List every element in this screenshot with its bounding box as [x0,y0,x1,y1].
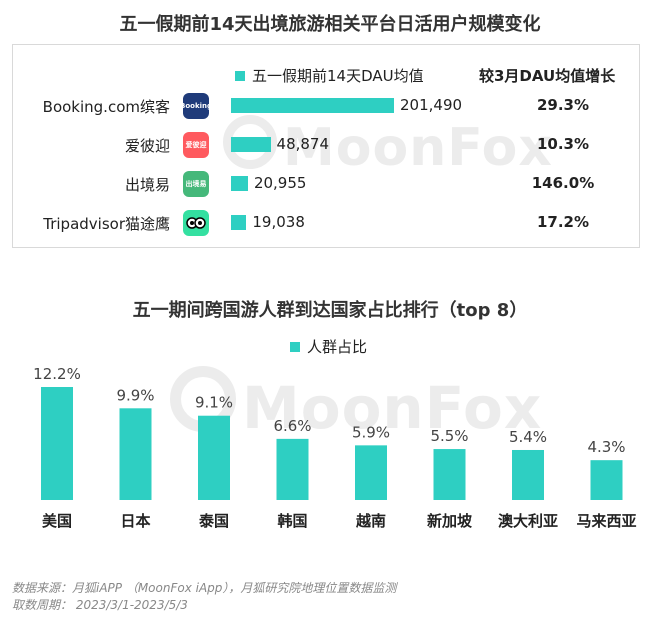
dau-value-label: 201,490 [400,96,463,114]
watermark-2: MoonFox [170,366,542,442]
legend-swatch [235,70,245,81]
dau-bar [231,98,394,113]
country-value-label: 4.3% [587,438,625,456]
country-tick-label: 新加坡 [427,512,472,530]
booking-app-icon: Booking [183,93,209,119]
country-bar [512,449,544,500]
tripadvisor-app-icon [183,210,209,236]
country-tick-label: 澳大利亚 [498,512,558,530]
country-value-label: 5.9% [352,423,390,441]
country-value-label: 5.4% [509,428,547,446]
country-bar [276,438,309,500]
growth-value: 17.2% [536,213,590,231]
platform-name: Booking.com缤客 [42,98,170,116]
country-bar [433,449,466,500]
platform-name: 出境易 [124,176,170,194]
country-value-label: 12.2% [33,365,81,383]
country-tick-label: 越南 [355,512,386,530]
dau-bar [231,137,271,152]
platform-name: 爱彼迎 [124,137,170,155]
period-line: 取数周期： 2023/3/1-2023/5/3 [12,598,188,612]
chart-title-top: 五一假期前14天出境旅游相关平台日活用户规模变化 [119,14,541,35]
growth-value: 146.0% [531,174,595,192]
airbnb-app-icon: 爱彼迎 [183,132,209,158]
source-line: 数据来源：月狐iAPP （MoonFox iApp），月狐研究院地理位置数据监测 [12,581,397,595]
chart-title-bottom: 五一期间跨国游人群到达国家占比排行（top 8） [132,300,528,321]
dau-value-label: 48,874 [276,135,330,153]
country-tick-label: 日本 [120,512,150,530]
dau-bar [231,176,248,191]
country-bar [590,460,623,500]
country-bar [355,445,387,500]
growth-value: 10.3% [536,135,590,153]
watermark-text-2: MoonFox [242,374,543,442]
dau-value-label: 20,955 [253,174,307,192]
watermark-text: MoonFox [283,118,553,178]
app-icon-label: Booking [183,102,209,110]
legend-label-share: 人群占比 [307,338,368,356]
moonfox-logo-icon [223,115,277,169]
country-value-label: 9.9% [116,386,154,404]
country-tick-label: 韩国 [277,512,307,530]
legend-swatch-2 [290,341,300,352]
dau-panel: MoonFox 五一假期前14天DAU均值 较3月DAU均值增长 Booking… [12,44,640,248]
country-value-label: 9.1% [195,394,233,412]
app-icon-label: 爱彼迎 [185,141,207,149]
dau-value-label: 19,038 [252,213,305,231]
growth-value: 29.3% [536,96,590,114]
watermark: MoonFox [223,115,553,178]
country-value-label: 6.6% [273,417,311,435]
country-bar [41,387,73,500]
country-value-label: 5.5% [430,427,468,445]
app-icon-label: 出境易 [185,180,207,188]
chujingyi-app-icon: 出境易 [183,171,209,197]
country-bar [198,415,230,500]
platform-name: Tripadvisor猫途鹰 [43,215,170,233]
growth-header: 较3月DAU均值增长 [479,67,616,85]
legend-share: 人群占比 [290,336,367,357]
country-tick-label: 美国 [42,512,72,530]
legend-dau: 五一假期前14天DAU均值 [235,65,424,86]
country-bar [119,408,152,500]
dau-bar [231,215,247,230]
country-tick-label: 马来西亚 [576,512,636,530]
legend-label-dau: 五一假期前14天DAU均值 [252,67,424,85]
country-tick-label: 泰国 [198,512,229,530]
